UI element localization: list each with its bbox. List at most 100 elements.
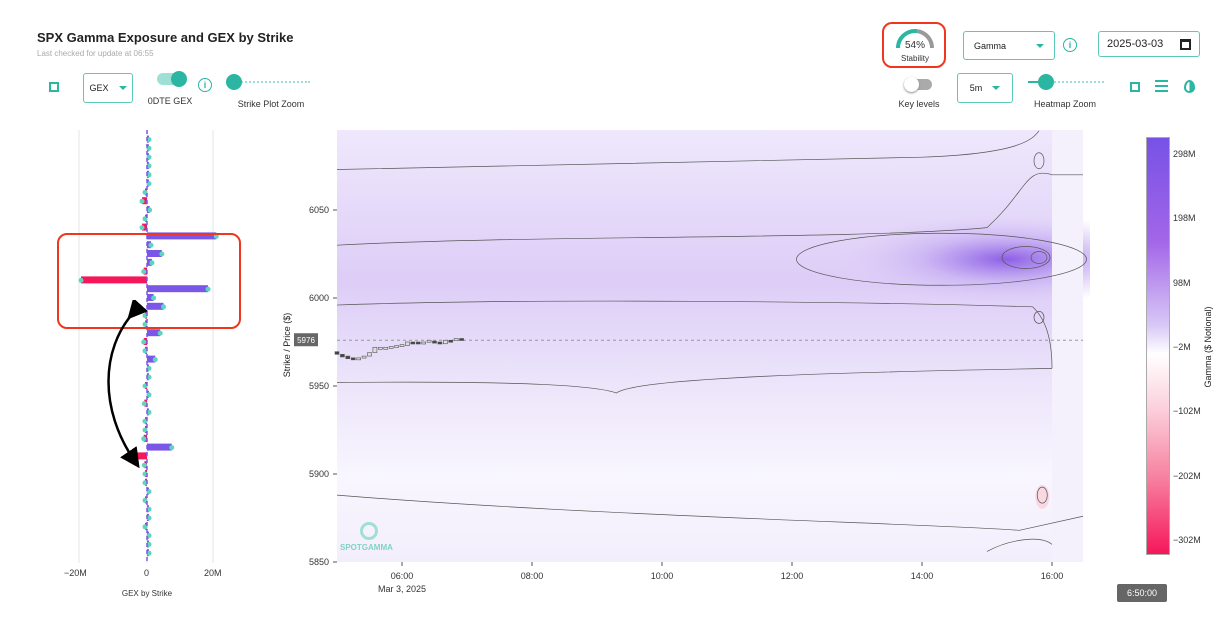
contour-line xyxy=(336,368,1053,394)
contrast-icon[interactable] xyxy=(1184,80,1195,93)
price-candle xyxy=(421,341,426,345)
price-candle xyxy=(372,346,378,353)
colorbar-tick: −102M xyxy=(1173,406,1201,417)
price-candle xyxy=(437,341,443,345)
odte-gex-label: 0DTE GEX xyxy=(147,96,193,106)
x-tick-label: 08:00 xyxy=(521,571,544,581)
info-icon[interactable]: i xyxy=(1063,38,1077,52)
info-icon[interactable]: i xyxy=(198,78,212,92)
gex-bar xyxy=(81,276,147,284)
gex-bar-marker xyxy=(149,260,155,266)
y-tick-label: 5950 xyxy=(309,381,329,391)
heatmap-zoom-label: Heatmap Zoom xyxy=(1033,99,1097,109)
price-candle xyxy=(394,345,399,348)
last-checked-text: Last checked for update at 06:55 xyxy=(37,49,154,58)
x-tick-label: 16:00 xyxy=(1041,571,1064,581)
gex-bar-marker xyxy=(78,277,84,283)
gex-bar xyxy=(147,329,161,337)
price-candle xyxy=(388,346,394,349)
contour-line xyxy=(1001,246,1051,269)
spotgamma-logo: SPOTGAMMA xyxy=(340,522,393,552)
price-candle xyxy=(399,344,405,347)
gex-bar-marker xyxy=(213,233,219,239)
key-levels-label: Key levels xyxy=(898,99,940,109)
gex-x-tick: 20M xyxy=(204,568,222,578)
gex-bar-marker xyxy=(152,357,158,363)
gex-x-tick: 0 xyxy=(144,568,150,578)
price-candle xyxy=(415,341,421,345)
gex-bar xyxy=(147,285,209,293)
gauge-track xyxy=(916,29,934,49)
chevron-down-icon xyxy=(118,86,127,90)
key-levels-toggle[interactable] xyxy=(904,77,932,92)
gex-bar-marker xyxy=(159,251,165,257)
gex-bar-marker xyxy=(139,198,145,204)
colorbar-tick: 298M xyxy=(1173,149,1196,159)
gamma-heatmap: 6050 6000 5950 5900 5850 06:00 08:00 10:00 12:00… xyxy=(294,130,1090,581)
negative-hotspot xyxy=(1035,484,1050,509)
contour-line xyxy=(796,232,1087,286)
price-candle xyxy=(459,338,464,341)
odte-gex-toggle[interactable] xyxy=(157,71,187,87)
y-tick-label: 6000 xyxy=(309,293,329,303)
gex-bar-marker xyxy=(157,330,163,336)
gex-x-tick: −20M xyxy=(64,568,87,578)
contour-line xyxy=(1030,251,1048,264)
gex-bar xyxy=(147,443,172,451)
price-candle xyxy=(334,351,340,355)
x-tick-label: 14:00 xyxy=(911,571,934,581)
heatmap-background xyxy=(337,130,1083,562)
gex-bar-marker xyxy=(147,207,153,213)
colorbar-tick: −202M xyxy=(1173,470,1201,481)
interval-select[interactable]: 5m xyxy=(957,73,1013,103)
price-candle xyxy=(383,346,389,350)
colorbar-label: Gamma ($ Notional) xyxy=(1203,306,1213,388)
heatmap-future xyxy=(1052,130,1083,562)
settings-sliders-icon[interactable] xyxy=(1155,80,1168,92)
expand-strike-plot-icon[interactable] xyxy=(49,82,59,92)
price-candle xyxy=(345,355,351,360)
price-candle xyxy=(405,341,410,346)
calendar-icon[interactable] xyxy=(1180,38,1191,50)
price-candle xyxy=(443,339,448,345)
expand-heatmap-icon[interactable] xyxy=(1130,82,1140,92)
gex-bar-marker xyxy=(141,269,147,275)
current-price-badge xyxy=(294,333,318,347)
strike-plot-zoom-label: Strike Plot Zoom xyxy=(237,99,305,109)
price-candle xyxy=(340,354,345,358)
contour-line xyxy=(1036,486,1048,504)
price-candle xyxy=(426,339,432,343)
contour-line xyxy=(1033,152,1045,170)
contour-line xyxy=(336,494,1084,531)
gex-bar-marker xyxy=(161,304,166,310)
date-input[interactable]: 2025-03-03 xyxy=(1098,31,1200,57)
gex-bar xyxy=(147,302,164,310)
strike-plot-zoom-slider[interactable] xyxy=(226,74,310,90)
gamma-hotspot xyxy=(836,214,1090,305)
stability-gauge xyxy=(896,29,934,49)
price-candle xyxy=(432,340,437,344)
price-candle xyxy=(410,341,416,345)
y-tick-label: 6050 xyxy=(309,205,329,215)
heatmap-zoom-slider[interactable] xyxy=(1028,74,1104,90)
gex-bar xyxy=(147,232,217,240)
current-price-label: 5976 xyxy=(297,336,315,345)
stability-highlight xyxy=(882,22,946,68)
gex-bar xyxy=(147,355,156,363)
contour-line xyxy=(336,172,1083,246)
x-tick-label: 06:00 xyxy=(391,571,414,581)
y-tick-label: 5850 xyxy=(309,557,329,567)
gex-x-label: GEX by Strike xyxy=(121,589,173,598)
gex-bar xyxy=(142,223,147,231)
x-tick-label: 12:00 xyxy=(781,571,804,581)
colorbar-tick: 198M xyxy=(1173,213,1196,224)
gex-mode-select[interactable]: GEX xyxy=(83,73,133,103)
gex-bar-marker xyxy=(139,225,145,231)
metric-select[interactable]: Gamma xyxy=(963,31,1055,60)
price-candle xyxy=(453,338,459,341)
colorbar-tick: −2M xyxy=(1173,341,1191,352)
gex-bar-marker xyxy=(151,295,157,301)
price-candle xyxy=(361,355,367,359)
highlight-box xyxy=(57,233,241,329)
cursor-time-tooltip: 6:50:00 xyxy=(1117,584,1167,602)
